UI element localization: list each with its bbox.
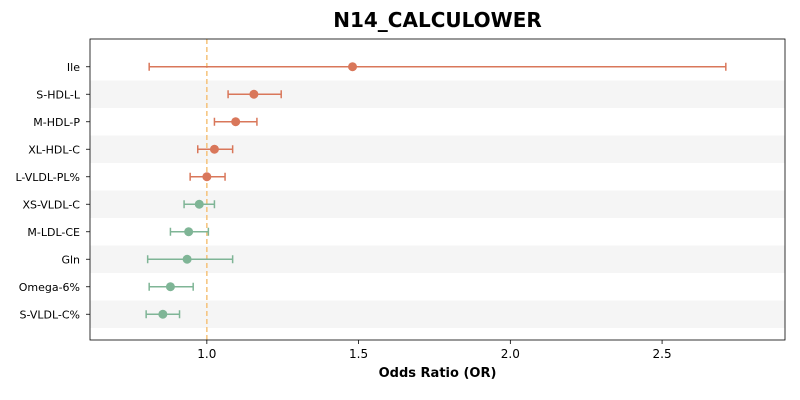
axes-frame <box>89 38 786 341</box>
point-estimate <box>348 62 358 72</box>
y-tick-label: S-HDL-L <box>36 88 81 101</box>
y-tick-label: XL-HDL-C <box>28 143 80 156</box>
x-tick-label: 2.5 <box>653 347 672 361</box>
y-tick-label: Ile <box>67 61 80 74</box>
y-tick-label: L-VLDL-PL% <box>15 171 80 184</box>
y-tick-label: Gln <box>61 253 80 266</box>
x-axis-label: Odds Ratio (OR) <box>378 366 497 381</box>
point-estimate <box>209 144 219 154</box>
y-tick-label: XS-VLDL-C <box>22 198 80 211</box>
point-estimate <box>202 172 212 182</box>
point-estimate <box>249 89 259 99</box>
row-band <box>90 80 785 108</box>
chart-title: N14_CALCULOWER <box>333 8 542 32</box>
y-tick-label: M-LDL-CE <box>27 226 80 239</box>
point-estimate <box>182 254 192 264</box>
row-band <box>90 135 785 163</box>
x-tick-label: 1.5 <box>349 347 368 361</box>
point-estimate <box>184 227 194 237</box>
x-tick-label: 1.0 <box>197 347 216 361</box>
point-estimate <box>158 309 168 319</box>
y-tick-label: Omega-6% <box>19 281 80 294</box>
row-band <box>90 300 785 328</box>
point-estimate <box>231 117 241 127</box>
y-tick-label: M-HDL-P <box>33 116 80 129</box>
point-estimate <box>194 199 204 209</box>
point-estimate <box>165 282 175 292</box>
y-tick-label: S-VLDL-C% <box>20 308 80 321</box>
x-tick-label: 2.0 <box>501 347 520 361</box>
